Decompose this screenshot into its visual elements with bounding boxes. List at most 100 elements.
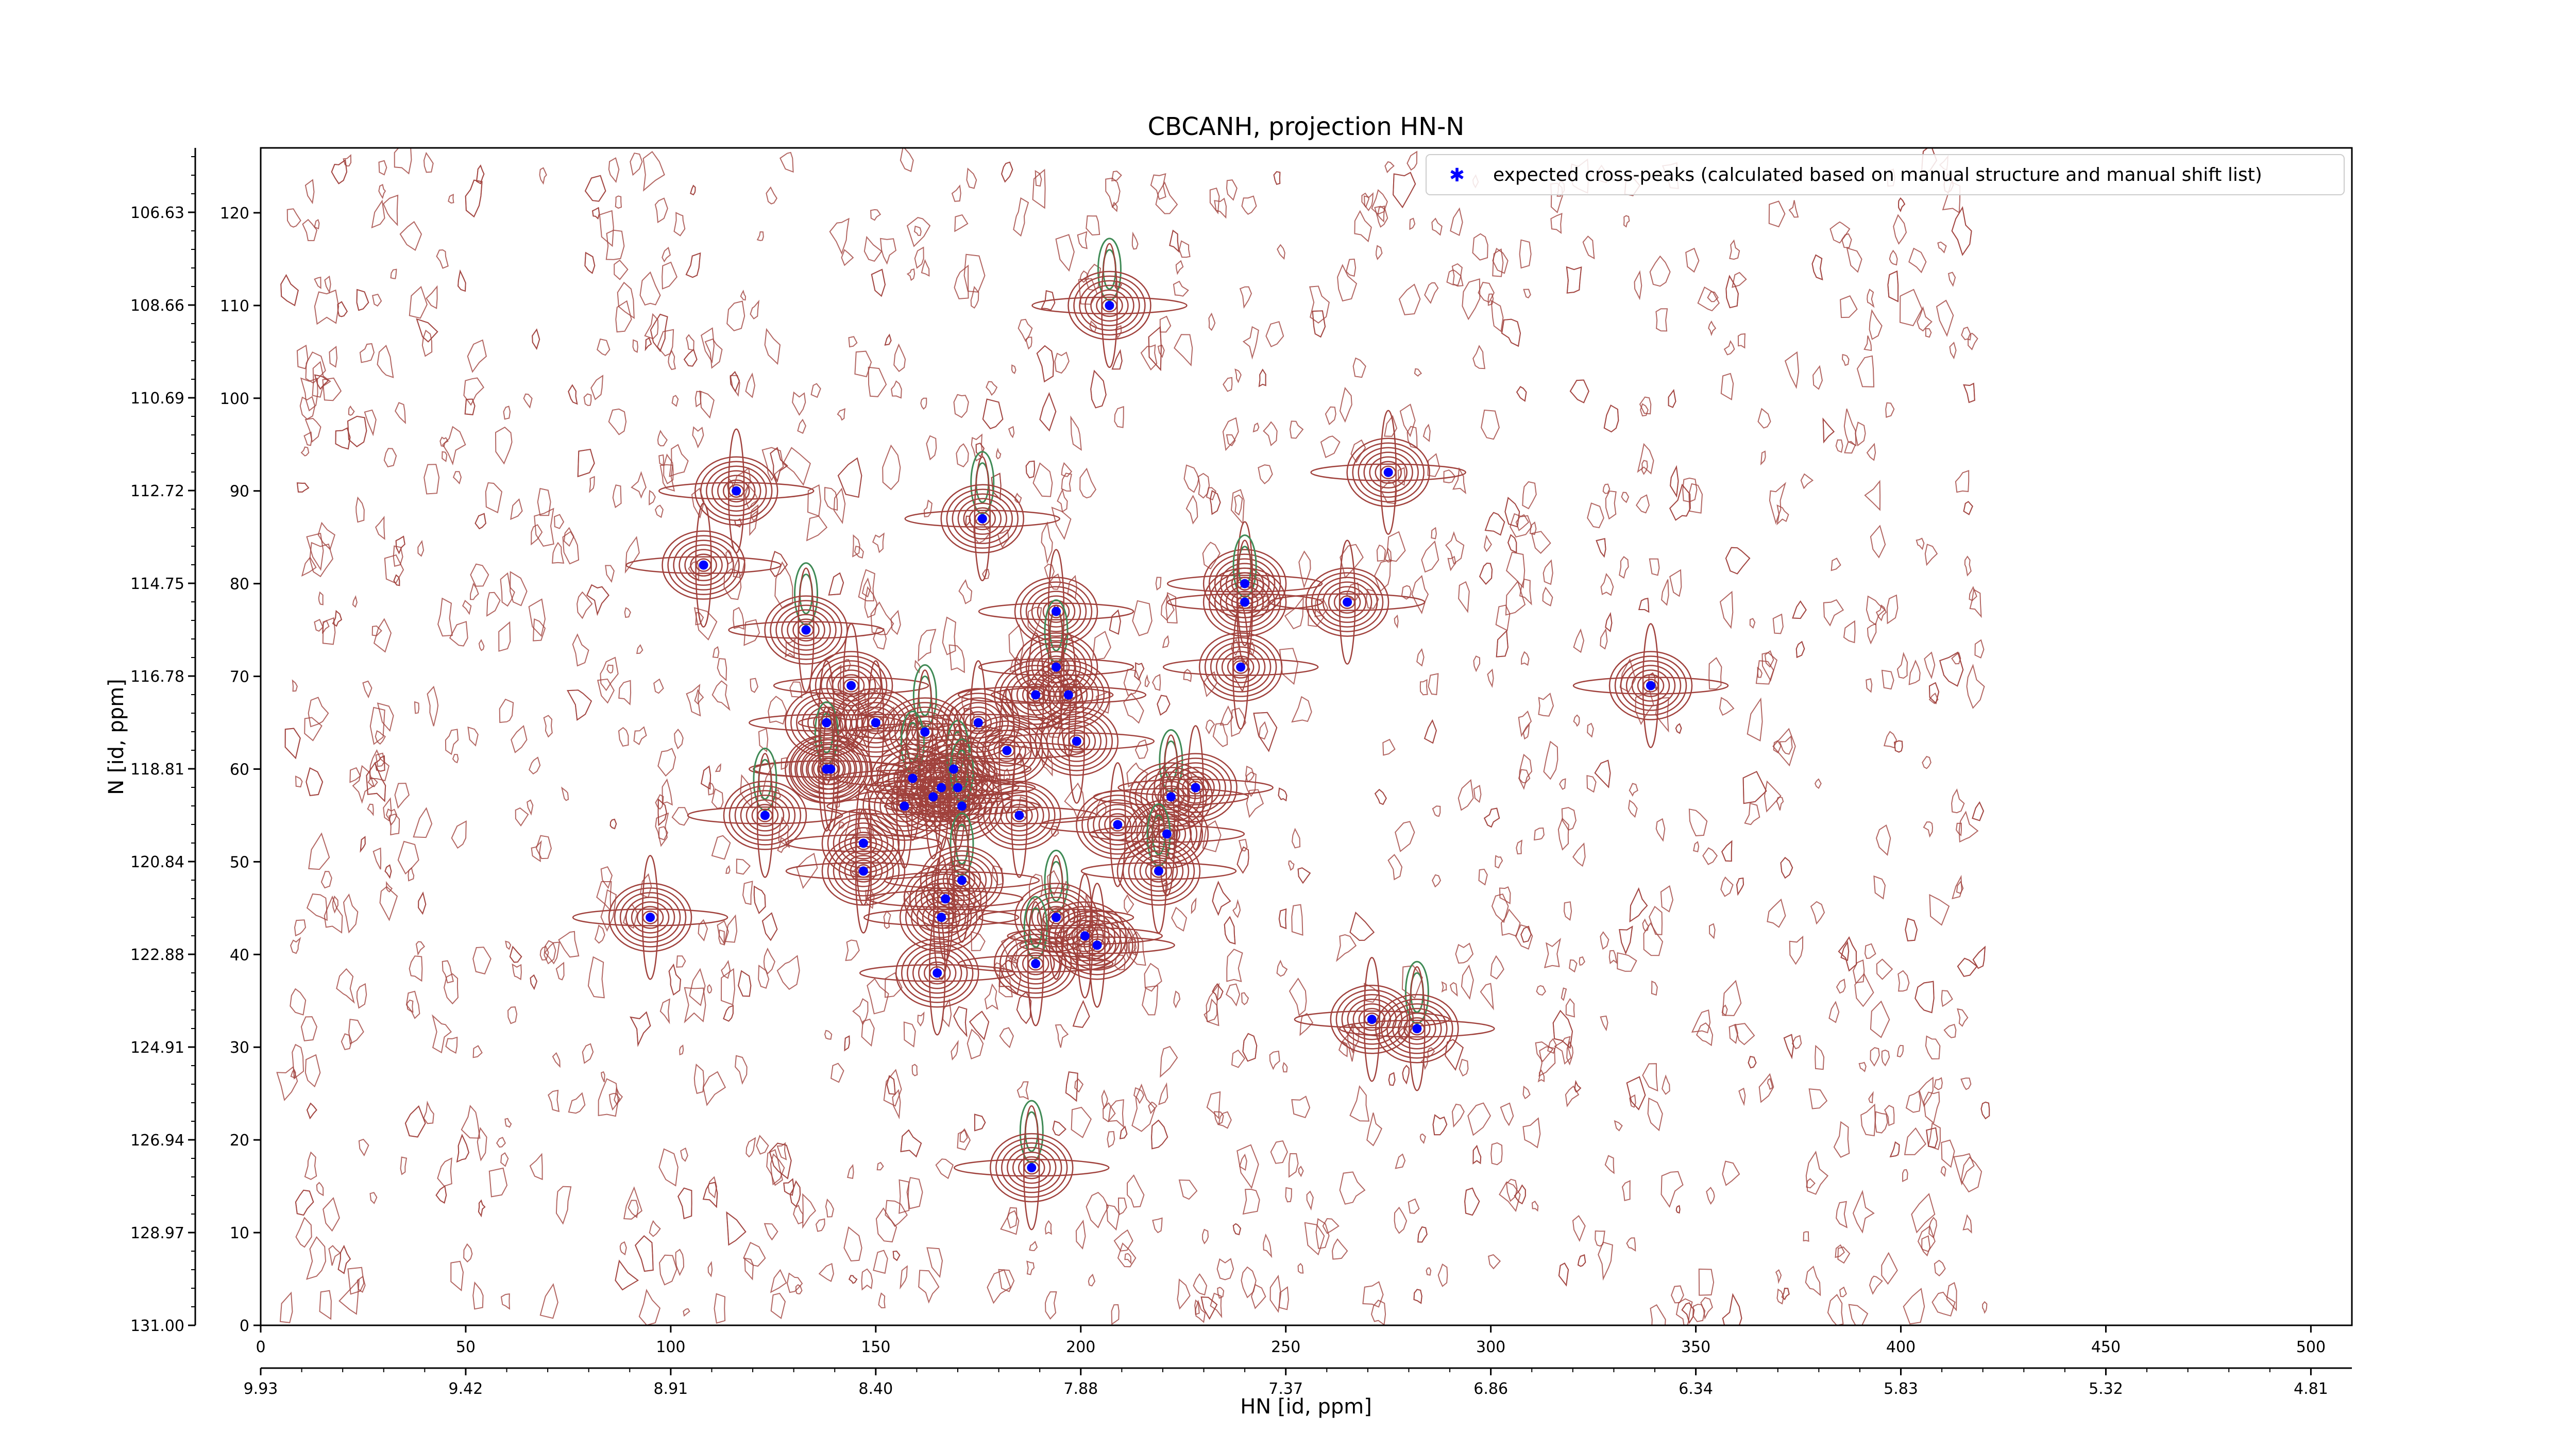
noise-contour xyxy=(1565,1085,1580,1107)
cross-peak-marker xyxy=(937,783,946,793)
noise-contour xyxy=(920,397,927,410)
noise-contour xyxy=(1870,525,1886,559)
noise-contour xyxy=(1504,497,1520,528)
x-ppm-tick-label: 5.83 xyxy=(1884,1380,1918,1398)
noise-contour xyxy=(306,532,324,571)
noise-contour xyxy=(1537,1069,1545,1083)
noise-contour xyxy=(961,689,973,713)
noise-contour xyxy=(1384,415,1398,437)
noise-contour xyxy=(766,186,777,205)
noise-contour xyxy=(1208,312,1216,331)
noise-contour xyxy=(676,955,686,968)
noise-contour xyxy=(1518,769,1531,784)
noise-contour xyxy=(1529,521,1537,535)
noise-contour xyxy=(442,960,454,984)
noise-contour xyxy=(472,1045,483,1058)
noise-contour xyxy=(867,978,889,1015)
noise-contour xyxy=(1128,931,1146,966)
positive-contour xyxy=(1227,655,1255,679)
positive-contour xyxy=(723,781,807,850)
noise-contour xyxy=(1107,1131,1115,1148)
noise-contour xyxy=(846,776,853,789)
noise-contour xyxy=(548,1089,560,1113)
noise-contour xyxy=(347,1267,365,1295)
noise-contour xyxy=(883,910,891,929)
noise-contour xyxy=(1870,1000,1890,1038)
noise-contour xyxy=(1889,249,1898,266)
noise-contour xyxy=(668,963,682,996)
noise-contour xyxy=(711,680,731,711)
noise-contour xyxy=(986,381,998,396)
noise-contour xyxy=(1559,778,1566,790)
noise-contour xyxy=(531,524,543,546)
noise-contour xyxy=(861,1268,873,1291)
x-index-tick-label: 150 xyxy=(861,1338,890,1356)
noise-contour xyxy=(1928,1217,1937,1239)
positive-contour xyxy=(1083,934,1111,957)
positive-contour xyxy=(1328,586,1367,618)
positive-contour xyxy=(658,482,815,500)
noise-contour xyxy=(1600,931,1609,950)
noise-contour xyxy=(1866,443,1876,461)
noise-contour xyxy=(1314,598,1329,617)
noise-contour xyxy=(512,963,522,981)
noise-contour xyxy=(1822,417,1835,444)
x-index-tick-label: 400 xyxy=(1886,1338,1916,1356)
noise-contour xyxy=(1226,434,1236,447)
positive-contour xyxy=(971,720,1043,781)
noise-contour xyxy=(671,395,679,407)
noise-contour xyxy=(356,983,367,1009)
noise-contour xyxy=(1688,808,1708,836)
noise-contour xyxy=(1626,1237,1636,1252)
positive-contour xyxy=(734,790,796,841)
positive-contour xyxy=(826,665,876,706)
noise-contour xyxy=(1661,579,1669,606)
noise-contour xyxy=(577,448,595,478)
noise-contour xyxy=(966,167,977,189)
y-index-tick-label: 10 xyxy=(230,1224,249,1242)
noise-contour xyxy=(906,268,916,281)
noise-contour xyxy=(1764,780,1782,813)
noise-contour xyxy=(1904,1127,1926,1155)
noise-contour xyxy=(582,1043,594,1064)
cross-peak-marker xyxy=(900,801,909,811)
noise-contour xyxy=(1897,197,1906,212)
positive-contour xyxy=(1162,658,1319,676)
noise-contour xyxy=(1748,1056,1757,1069)
noise-contour xyxy=(319,1290,332,1320)
noise-contour xyxy=(1462,278,1481,321)
noise-contour xyxy=(615,1259,639,1291)
noise-contour xyxy=(561,786,569,801)
noise-contour xyxy=(872,532,885,553)
y-index-tick-label: 20 xyxy=(230,1132,249,1150)
noise-contour xyxy=(1708,923,1716,939)
noise-contour xyxy=(1036,345,1054,383)
noise-contour xyxy=(673,212,686,237)
noise-contour xyxy=(1637,443,1654,475)
noise-contour xyxy=(567,689,592,721)
noise-contour xyxy=(1495,855,1503,869)
noise-contour xyxy=(692,426,704,449)
positive-contour xyxy=(667,535,740,595)
noise-contour xyxy=(668,349,676,370)
noise-contour xyxy=(1422,424,1431,442)
noise-contour xyxy=(605,565,615,583)
noise-contour xyxy=(375,730,386,745)
noise-contour xyxy=(539,1283,558,1319)
noise-contour xyxy=(1395,821,1415,852)
positive-contour xyxy=(756,753,774,878)
noise-contour xyxy=(1212,881,1231,916)
peak-contour-group xyxy=(687,747,843,878)
noise-contour xyxy=(1242,1188,1260,1215)
noise-contour xyxy=(1230,707,1246,737)
noise-contour xyxy=(750,678,758,693)
noise-contour xyxy=(1924,651,1936,679)
noise-contour xyxy=(1510,513,1533,538)
noise-contour xyxy=(1200,1296,1218,1320)
noise-contour xyxy=(782,447,811,486)
noise-contour xyxy=(377,702,394,732)
noise-contour xyxy=(1111,171,1122,181)
noise-contour xyxy=(1925,328,1932,338)
noise-contour xyxy=(1605,612,1613,632)
noise-contour xyxy=(679,1044,684,1056)
